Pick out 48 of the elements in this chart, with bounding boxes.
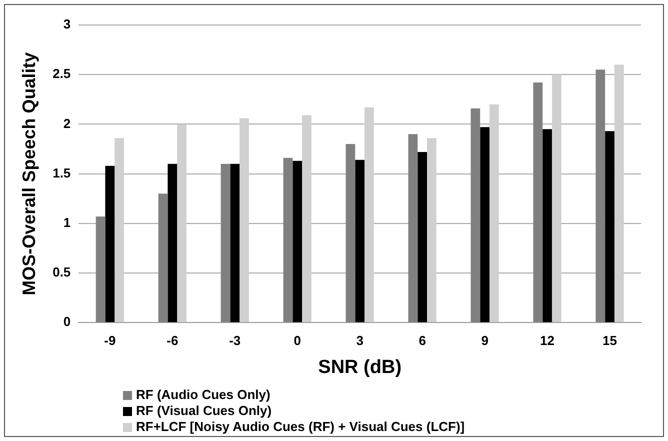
bar (542, 129, 552, 322)
bar (480, 127, 490, 322)
bar (470, 108, 480, 322)
x-tick-label: -9 (104, 332, 116, 348)
y-tick-label: 0.5 (52, 264, 71, 280)
x-tick-label: -3 (229, 332, 241, 348)
x-tick-label: 15 (602, 332, 617, 348)
y-tick-label: 1 (63, 214, 71, 230)
bar (220, 164, 230, 322)
bar (489, 104, 499, 322)
bar (596, 70, 606, 322)
bar (355, 160, 365, 322)
x-tick-label: 3 (356, 332, 364, 348)
x-tick-label: 6 (418, 332, 426, 348)
bar (408, 134, 418, 322)
legend-label: RF+LCF [Noisy Audio Cues (RF) + Visual Cues (LCF)] (136, 419, 465, 435)
bar (114, 138, 124, 322)
bar (292, 160, 302, 322)
bar (346, 144, 356, 322)
bar (418, 152, 428, 322)
bar (614, 64, 624, 322)
bar (168, 164, 178, 322)
x-tick-label: 12 (540, 332, 555, 348)
x-axis-title: SNR (dB) (318, 356, 402, 378)
bar (302, 115, 312, 322)
bar (533, 82, 543, 322)
y-tick-label: 3 (63, 16, 71, 32)
legend-label: RF (Audio Cues Only) (136, 387, 270, 403)
y-tick-label: 1.5 (52, 165, 71, 180)
bar (364, 107, 374, 322)
y-axis-title: MOS-Overall Speech Quality (18, 52, 39, 296)
bar (605, 131, 614, 322)
y-tick-label: 2.5 (52, 66, 71, 82)
bar (230, 164, 240, 322)
x-tick-label: -6 (166, 332, 178, 348)
x-tick-label: 0 (294, 332, 301, 348)
bar (177, 124, 186, 322)
y-tick-label: 0 (63, 314, 71, 330)
bar (158, 194, 168, 322)
bar (240, 118, 249, 322)
y-tick-label: 2 (63, 116, 71, 131)
bar (283, 158, 293, 322)
bar (96, 216, 106, 322)
bar (105, 166, 115, 322)
legend-label: RF (Visual Cues Only) (136, 403, 272, 419)
bar (427, 138, 436, 322)
x-tick-label: 9 (481, 332, 488, 348)
bar (552, 74, 562, 322)
